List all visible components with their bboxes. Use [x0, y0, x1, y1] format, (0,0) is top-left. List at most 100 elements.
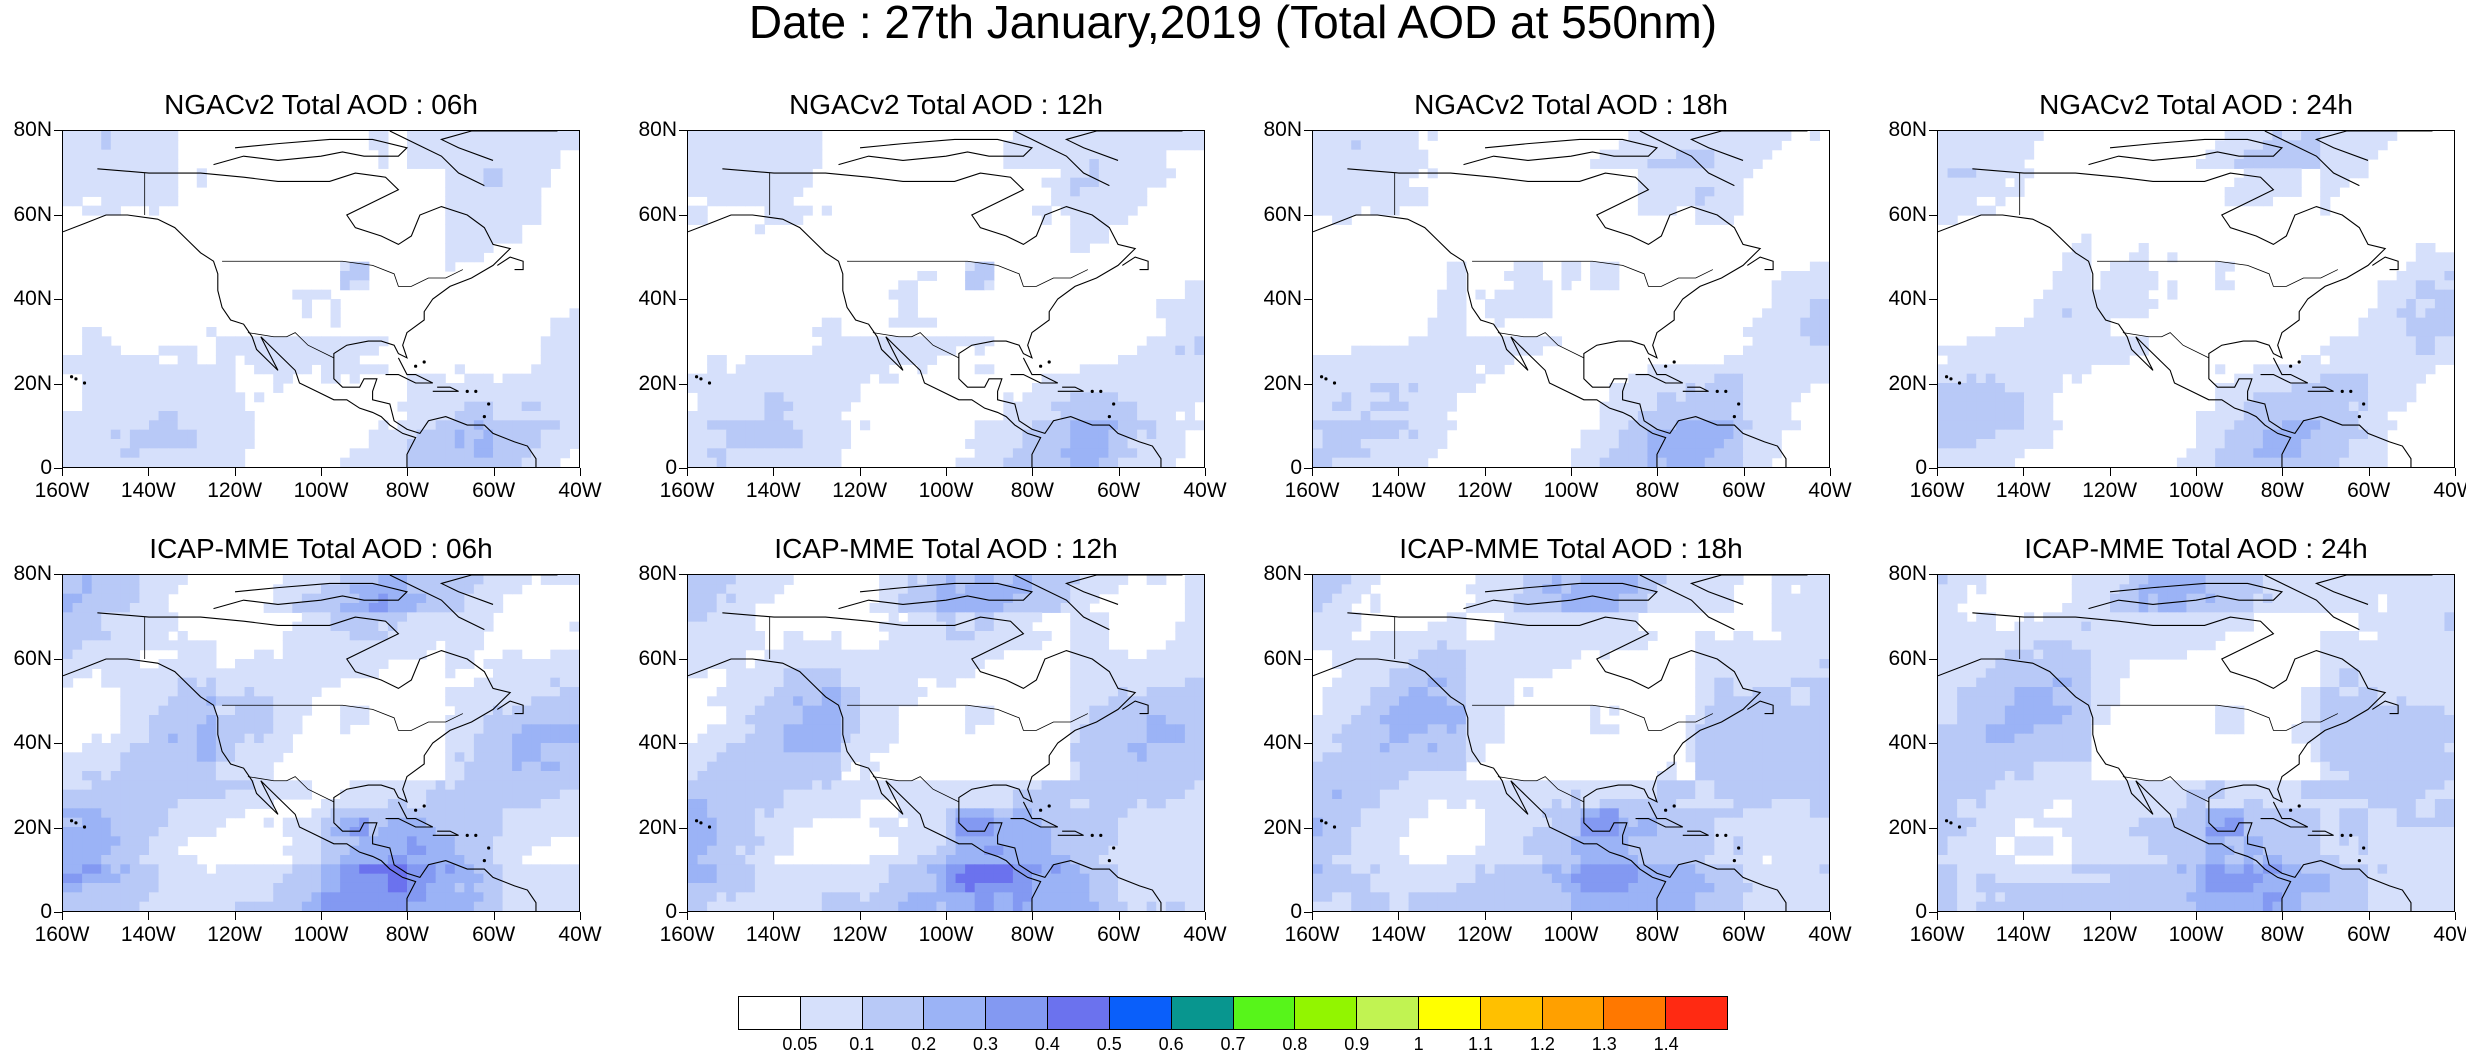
- aod-map: [1312, 574, 1830, 912]
- lon-tick-label: 60W: [1722, 923, 1766, 946]
- aod-map-graphic: [688, 131, 1204, 467]
- lat-tick: [1929, 827, 1937, 829]
- lat-tick-label: 0: [40, 900, 52, 923]
- lon-tick: [1398, 468, 1400, 476]
- lat-tick-label: 60N: [13, 202, 52, 226]
- lon-tick: [1657, 912, 1659, 920]
- lon-tick-label: 80W: [2260, 479, 2304, 502]
- lat-tick: [679, 827, 687, 829]
- colorbar-box: [1480, 997, 1543, 1029]
- lat-tick-label: 60N: [1888, 202, 1927, 226]
- lon-tick: [493, 468, 495, 476]
- panel-title: NGACv2 Total AOD : 24h: [2039, 89, 2353, 120]
- lat-tick-label: 60N: [13, 646, 52, 670]
- lon-tick: [1657, 468, 1659, 476]
- colorbar-box: [739, 997, 801, 1029]
- lon-tick-label: 140W: [745, 479, 801, 502]
- colorbar: [738, 996, 1728, 1030]
- lat-tick: [54, 912, 62, 913]
- lon-tick-label: 160W: [34, 479, 90, 502]
- lon-tick-label: 80W: [385, 923, 429, 946]
- lat-tick-label: 80N: [1888, 118, 1927, 141]
- lat-tick-label: 40N: [638, 287, 677, 310]
- colorbar-label: 1: [1413, 1034, 1424, 1054]
- lon-tick: [407, 912, 409, 920]
- lat-tick: [1304, 468, 1312, 469]
- lat-tick: [1929, 658, 1937, 660]
- lon-tick-label: 140W: [1995, 923, 2051, 946]
- lon-tick-label: 80W: [2260, 923, 2304, 946]
- lon-tick-label: 40W: [558, 479, 602, 502]
- lat-tick: [1929, 743, 1937, 744]
- lat-tick: [54, 658, 62, 660]
- aod-map: [687, 574, 1205, 912]
- aod-map-graphic: [63, 575, 579, 911]
- lon-tick: [234, 912, 236, 920]
- lon-tick: [1571, 912, 1572, 920]
- lat-tick: [1304, 827, 1312, 829]
- lat-tick: [1304, 130, 1312, 131]
- lon-tick: [1205, 468, 1206, 476]
- lon-tick-label: 80W: [1010, 479, 1054, 502]
- lat-tick: [1929, 468, 1937, 469]
- lon-tick-label: 160W: [1909, 923, 1965, 946]
- lat-tick-label: 40N: [1263, 287, 1302, 310]
- lon-tick-label: 60W: [2347, 479, 2391, 502]
- lat-tick: [679, 743, 687, 744]
- lon-tick-label: 160W: [659, 923, 715, 946]
- lon-tick-label: 160W: [34, 923, 90, 946]
- lon-tick-label: 120W: [1457, 479, 1513, 502]
- lon-tick: [1830, 468, 1831, 476]
- aod-map: [1937, 130, 2455, 468]
- panel-title: ICAP-MME Total AOD : 18h: [1399, 533, 1743, 564]
- lon-tick: [2196, 912, 2197, 920]
- lon-tick-label: 40W: [1808, 923, 1852, 946]
- lat-tick: [679, 468, 687, 469]
- lon-tick: [407, 468, 409, 476]
- colorbar-label: 1.3: [1591, 1034, 1617, 1054]
- lat-tick: [1929, 383, 1937, 385]
- lon-tick-label: 80W: [1635, 479, 1679, 502]
- aod-map-graphic: [1938, 131, 2454, 467]
- lat-tick-label: 60N: [1888, 646, 1927, 670]
- lon-tick: [1312, 912, 1313, 920]
- lat-tick: [1304, 743, 1312, 744]
- aod-map-graphic: [688, 575, 1204, 911]
- lat-tick-label: 80N: [638, 118, 677, 141]
- colorbar-label: 0.5: [1096, 1034, 1122, 1054]
- lon-tick: [687, 912, 688, 920]
- lon-tick: [2196, 468, 2197, 476]
- lat-tick-label: 20N: [13, 815, 52, 839]
- lon-tick: [148, 912, 150, 920]
- lon-tick: [946, 912, 947, 920]
- lat-tick-label: 20N: [1263, 815, 1302, 839]
- aod-map-graphic: [63, 131, 579, 467]
- lon-tick-label: 120W: [1457, 923, 1513, 946]
- lon-tick: [1937, 468, 1938, 476]
- lon-tick-label: 120W: [2082, 923, 2138, 946]
- lat-tick: [679, 658, 687, 660]
- lon-tick-label: 120W: [207, 479, 263, 502]
- main-title: Date : 27th January,2019 (Total AOD at 5…: [748, 0, 1718, 48]
- lat-tick: [1304, 299, 1312, 300]
- lon-tick: [859, 468, 861, 476]
- lon-tick: [1032, 468, 1034, 476]
- lat-tick: [1304, 658, 1312, 660]
- panel-title: ICAP-MME Total AOD : 12h: [774, 533, 1118, 564]
- colorbar-box: [924, 997, 987, 1029]
- colorbar-label: 0.05: [782, 1034, 818, 1054]
- lon-tick-label: 60W: [472, 923, 516, 946]
- lon-tick-label: 40W: [1183, 479, 1227, 502]
- lat-tick-label: 80N: [1263, 118, 1302, 141]
- lon-tick-label: 60W: [472, 479, 516, 502]
- lon-tick: [2368, 468, 2370, 476]
- colorbar-box: [862, 997, 925, 1029]
- colorbar-label: 0.2: [911, 1034, 937, 1054]
- colorbar-box: [1171, 997, 1234, 1029]
- lon-tick-label: 140W: [1370, 923, 1426, 946]
- lat-tick-label: 0: [40, 456, 52, 479]
- map-panel: ICAP-MME Total AOD : 06h 0 20N 40N 60N 80N 160…: [0, 530, 601, 1000]
- colorbar-box: [1233, 997, 1296, 1029]
- lon-tick-label: 100W: [293, 479, 349, 502]
- lat-tick: [54, 383, 62, 385]
